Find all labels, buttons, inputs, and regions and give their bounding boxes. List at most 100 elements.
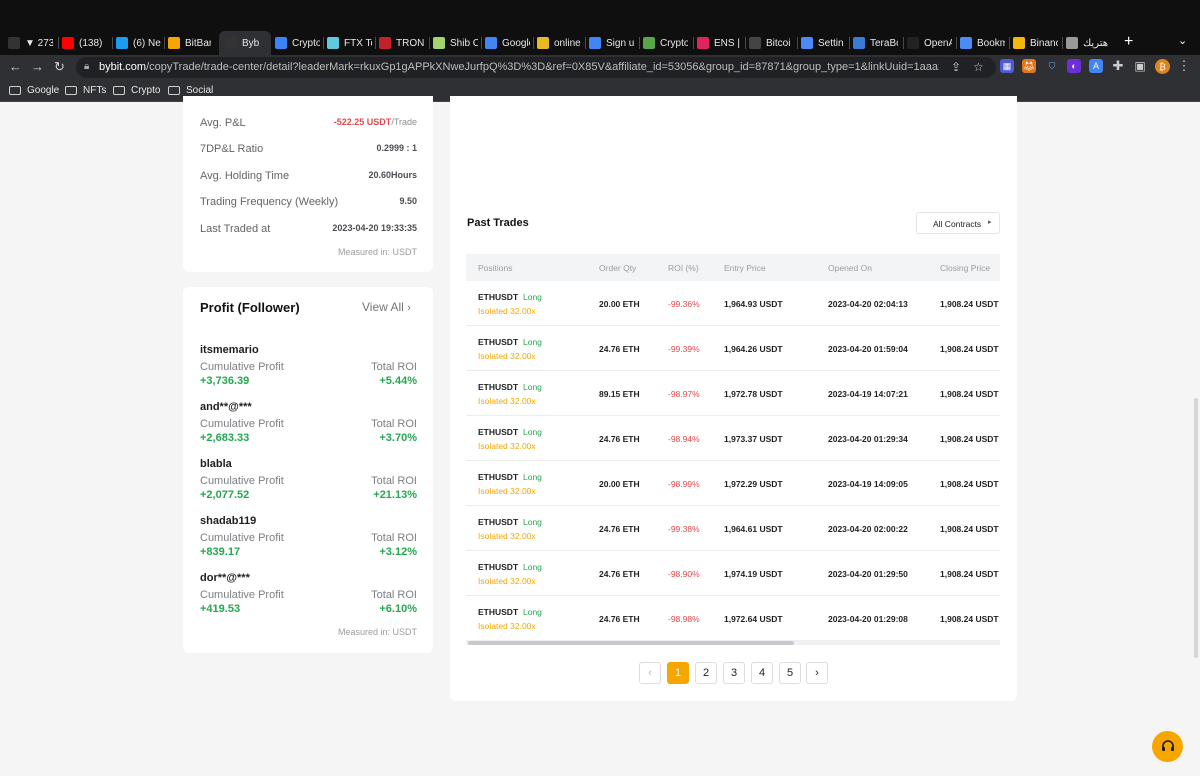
holding-time-unit: Hours: [390, 170, 417, 180]
closing-price: 1,908.24 USDT: [940, 389, 999, 399]
tab-separator: [481, 37, 482, 49]
tab-separator: [956, 37, 957, 49]
page-button-2[interactable]: 2: [695, 662, 717, 684]
gear-icon: [801, 37, 813, 49]
bookmark-star-icon[interactable]: ☆: [973, 60, 984, 74]
contract-filter-dropdown[interactable]: All Contracts ▸: [916, 212, 1000, 234]
tab-21[interactable]: هتريك: [1066, 32, 1111, 54]
tab-9[interactable]: Shib C: [433, 32, 478, 54]
avatar[interactable]: ₿: [1155, 59, 1170, 74]
page-button-5[interactable]: 5: [779, 662, 801, 684]
next-page-button[interactable]: ›: [806, 662, 828, 684]
tab-2[interactable]: (138): [62, 32, 107, 54]
trading-frequency-label: Trading Frequency (Weekly): [200, 196, 339, 208]
entry-price: 1,972.78 USDT: [724, 389, 783, 399]
tab-18[interactable]: OpenA: [907, 32, 952, 54]
menu-icon[interactable]: ⋮: [1177, 58, 1191, 73]
page-button-3[interactable]: 3: [723, 662, 745, 684]
sidebar-icon[interactable]: ▣: [1134, 59, 1146, 73]
tab-separator: [58, 37, 59, 49]
table-row[interactable]: [466, 506, 1000, 551]
tab-3[interactable]: (6) Ne: [116, 32, 161, 54]
url-text[interactable]: bybit.com/copyTrade/trade-center/detail?…: [99, 61, 939, 73]
bookmark-folder-social[interactable]: Social: [168, 85, 213, 96]
extension-icon[interactable]: ▦: [1000, 59, 1014, 73]
metamask-icon[interactable]: 🦊︎: [1022, 59, 1036, 73]
translate-icon[interactable]: A: [1089, 59, 1103, 73]
folder-icon: [168, 86, 180, 95]
support-chat-button[interactable]: [1152, 731, 1183, 762]
table-row[interactable]: [466, 281, 1000, 326]
table-scrollbar-thumb[interactable]: [468, 641, 794, 645]
holding-time-value: 20.60Hours: [300, 170, 417, 180]
tab-15[interactable]: Bitcoi: [749, 32, 794, 54]
tab-11[interactable]: online: [537, 32, 582, 54]
shield-icon[interactable]: ⛉: [1048, 60, 1056, 71]
page-button-4[interactable]: 4: [751, 662, 773, 684]
tab-8[interactable]: TRON: [379, 32, 424, 54]
table-row[interactable]: [466, 551, 1000, 596]
position-margin: Isolated 32.00x: [478, 621, 536, 631]
page-scrollbar[interactable]: [1194, 398, 1198, 658]
extension-icon[interactable]: ◐: [1067, 59, 1081, 73]
tab-10[interactable]: Google: [485, 32, 530, 54]
tab-17[interactable]: TeraBo: [853, 32, 898, 54]
openai-icon: [907, 37, 919, 49]
tab-12[interactable]: Sign u: [589, 32, 634, 54]
total-roi-value: +3.70%: [379, 432, 417, 444]
roi-value: -98.97%: [668, 389, 700, 399]
tab-13[interactable]: Crypto: [643, 32, 688, 54]
closing-price: 1,908.24 USDT: [940, 524, 999, 534]
bookmark-folder-crypto[interactable]: Crypto: [113, 85, 160, 96]
col-entry-price: Entry Price: [724, 263, 766, 273]
forward-button[interactable]: →: [31, 59, 44, 74]
trading-frequency-value: 9.50: [399, 196, 417, 206]
docs-icon: [485, 37, 497, 49]
tab-7[interactable]: FTX To: [327, 32, 372, 54]
tab-label: Settin: [818, 37, 844, 49]
tab-search-chevron-icon[interactable]: ⌄: [1178, 35, 1188, 47]
lock-icon[interactable]: 🔒︎: [84, 61, 90, 72]
close-tab-icon[interactable]: ✕: [270, 37, 271, 50]
order-qty: 24.76 ETH: [599, 344, 640, 354]
bookmark-folder-nfts[interactable]: NFTs: [65, 85, 106, 96]
table-row[interactable]: [466, 461, 1000, 506]
share-icon[interactable]: ⇪: [951, 60, 962, 74]
tab-separator: [585, 37, 586, 49]
position-symbol: ETHUSDT: [478, 382, 519, 392]
cumulative-profit-value: +839.17: [200, 546, 241, 558]
new-tab-button[interactable]: +: [1124, 33, 1134, 50]
page-button-1[interactable]: 1: [667, 662, 689, 684]
tab-6[interactable]: Crypto: [275, 32, 320, 54]
tab-label: ▼ 273: [25, 37, 53, 49]
col-opened-on: Opened On: [828, 263, 872, 273]
table-row[interactable]: [466, 326, 1000, 371]
position-symbol: ETHUSDT: [478, 562, 519, 572]
tab-20[interactable]: Binanc: [1013, 32, 1058, 54]
tab-14[interactable]: ENS |: [697, 32, 742, 54]
tab-5[interactable]: Byb ✕: [219, 31, 271, 55]
reload-button[interactable]: ↻: [54, 59, 65, 74]
table-row[interactable]: [466, 371, 1000, 416]
tab-19[interactable]: Bookm: [960, 32, 1005, 54]
closing-price: 1,908.24 USDT: [940, 299, 999, 309]
terabox-icon: [853, 37, 865, 49]
position-margin: Isolated 32.00x: [478, 486, 536, 496]
entry-price: 1,964.61 USDT: [724, 524, 783, 534]
star-icon: [960, 37, 972, 49]
table-row[interactable]: [466, 416, 1000, 461]
tab-1[interactable]: ▼ 273: [8, 32, 53, 54]
tab-16[interactable]: Settin: [801, 32, 846, 54]
prev-page-button[interactable]: ‹: [639, 662, 661, 684]
back-button[interactable]: ←: [9, 59, 22, 74]
holding-time-label: Avg. Holding Time: [200, 170, 290, 182]
puzzle-icon[interactable]: ✚: [1112, 58, 1124, 73]
view-all-link[interactable]: View All ›: [362, 300, 411, 314]
bookmark-folder-google[interactable]: Google: [9, 85, 59, 96]
order-qty: 24.76 ETH: [599, 434, 640, 444]
opened-on: 2023-04-20 02:04:13: [828, 299, 908, 309]
youtube-icon: [62, 37, 74, 49]
tab-4[interactable]: BitBar: [168, 32, 211, 54]
address-bar[interactable]: [76, 57, 996, 78]
position-margin: Isolated 32.00x: [478, 531, 536, 541]
